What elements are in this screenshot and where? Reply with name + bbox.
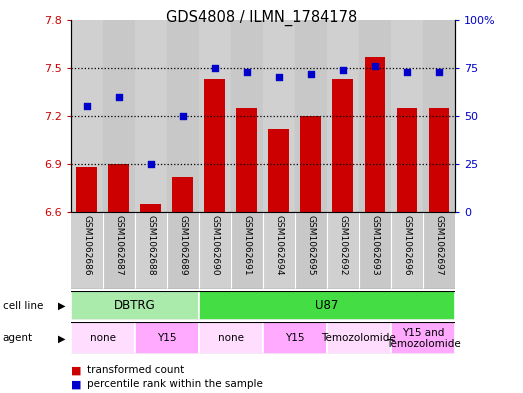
Text: none: none [89, 333, 116, 343]
Text: GSM1062691: GSM1062691 [242, 215, 251, 275]
Bar [263, 322, 327, 354]
Bar [327, 20, 359, 212]
Bar [134, 20, 167, 212]
Text: Y15: Y15 [157, 333, 176, 343]
Point [339, 66, 347, 73]
Point [115, 94, 123, 100]
Bar [167, 212, 199, 289]
Text: GSM1062687: GSM1062687 [114, 215, 123, 275]
Text: ■: ■ [71, 379, 85, 389]
Bar [295, 20, 327, 212]
Text: transformed count: transformed count [87, 365, 185, 375]
Bar [71, 20, 103, 212]
Bar [327, 212, 359, 289]
Bar [231, 212, 263, 289]
Bar [103, 20, 134, 212]
Bar [199, 212, 231, 289]
Text: GDS4808 / ILMN_1784178: GDS4808 / ILMN_1784178 [166, 10, 357, 26]
Point [243, 68, 251, 75]
Point [178, 113, 187, 119]
Text: GSM1062693: GSM1062693 [370, 215, 379, 275]
Point [371, 63, 379, 69]
Text: ▶: ▶ [58, 333, 65, 343]
Bar [423, 212, 455, 289]
Bar [135, 212, 167, 289]
Bar [391, 20, 423, 212]
Text: ■: ■ [71, 365, 85, 375]
Bar [391, 212, 423, 289]
Text: percentile rank within the sample: percentile rank within the sample [87, 379, 263, 389]
Text: GSM1062697: GSM1062697 [435, 215, 444, 275]
Bar [396, 108, 417, 212]
Bar [71, 212, 103, 289]
Text: GSM1062688: GSM1062688 [146, 215, 155, 275]
Bar [359, 20, 391, 212]
Text: GSM1062686: GSM1062686 [82, 215, 91, 275]
Text: agent: agent [3, 333, 33, 343]
Bar [263, 20, 295, 212]
Bar [199, 322, 263, 354]
Bar [295, 212, 327, 289]
Bar [199, 291, 455, 320]
Bar [167, 20, 199, 212]
Text: GSM1062689: GSM1062689 [178, 215, 187, 275]
Point [211, 64, 219, 71]
Bar [140, 204, 161, 212]
Bar [76, 167, 97, 212]
Bar [327, 322, 391, 354]
Bar [263, 212, 295, 289]
Bar [199, 20, 231, 212]
Bar [71, 322, 135, 354]
Bar [172, 177, 193, 212]
Bar [103, 212, 135, 289]
Bar [135, 322, 199, 354]
Bar [333, 79, 354, 212]
Text: DBTRG: DBTRG [114, 299, 155, 312]
Text: ▶: ▶ [58, 301, 65, 310]
Point [275, 74, 283, 81]
Bar [71, 291, 199, 320]
Point [435, 68, 443, 75]
Text: GSM1062696: GSM1062696 [403, 215, 412, 275]
Bar [423, 20, 455, 212]
Bar [268, 129, 289, 212]
Bar [391, 322, 455, 354]
Bar [428, 108, 449, 212]
Text: cell line: cell line [3, 301, 43, 310]
Point [403, 68, 411, 75]
Point [83, 103, 91, 109]
Bar [365, 57, 385, 212]
Bar [231, 20, 263, 212]
Text: GSM1062690: GSM1062690 [210, 215, 219, 275]
Bar [236, 108, 257, 212]
Point [146, 161, 155, 167]
Text: Y15 and
Temozolomide: Y15 and Temozolomide [385, 328, 460, 349]
Point [306, 70, 315, 77]
Text: U87: U87 [315, 299, 338, 312]
Bar [108, 164, 129, 212]
Text: GSM1062692: GSM1062692 [338, 215, 347, 275]
Text: none: none [218, 333, 244, 343]
Text: GSM1062694: GSM1062694 [275, 215, 283, 275]
Text: GSM1062695: GSM1062695 [306, 215, 315, 275]
Text: Y15: Y15 [285, 333, 304, 343]
Text: Temozolomide: Temozolomide [322, 333, 396, 343]
Bar [359, 212, 391, 289]
Bar [300, 116, 321, 212]
Bar [204, 79, 225, 212]
